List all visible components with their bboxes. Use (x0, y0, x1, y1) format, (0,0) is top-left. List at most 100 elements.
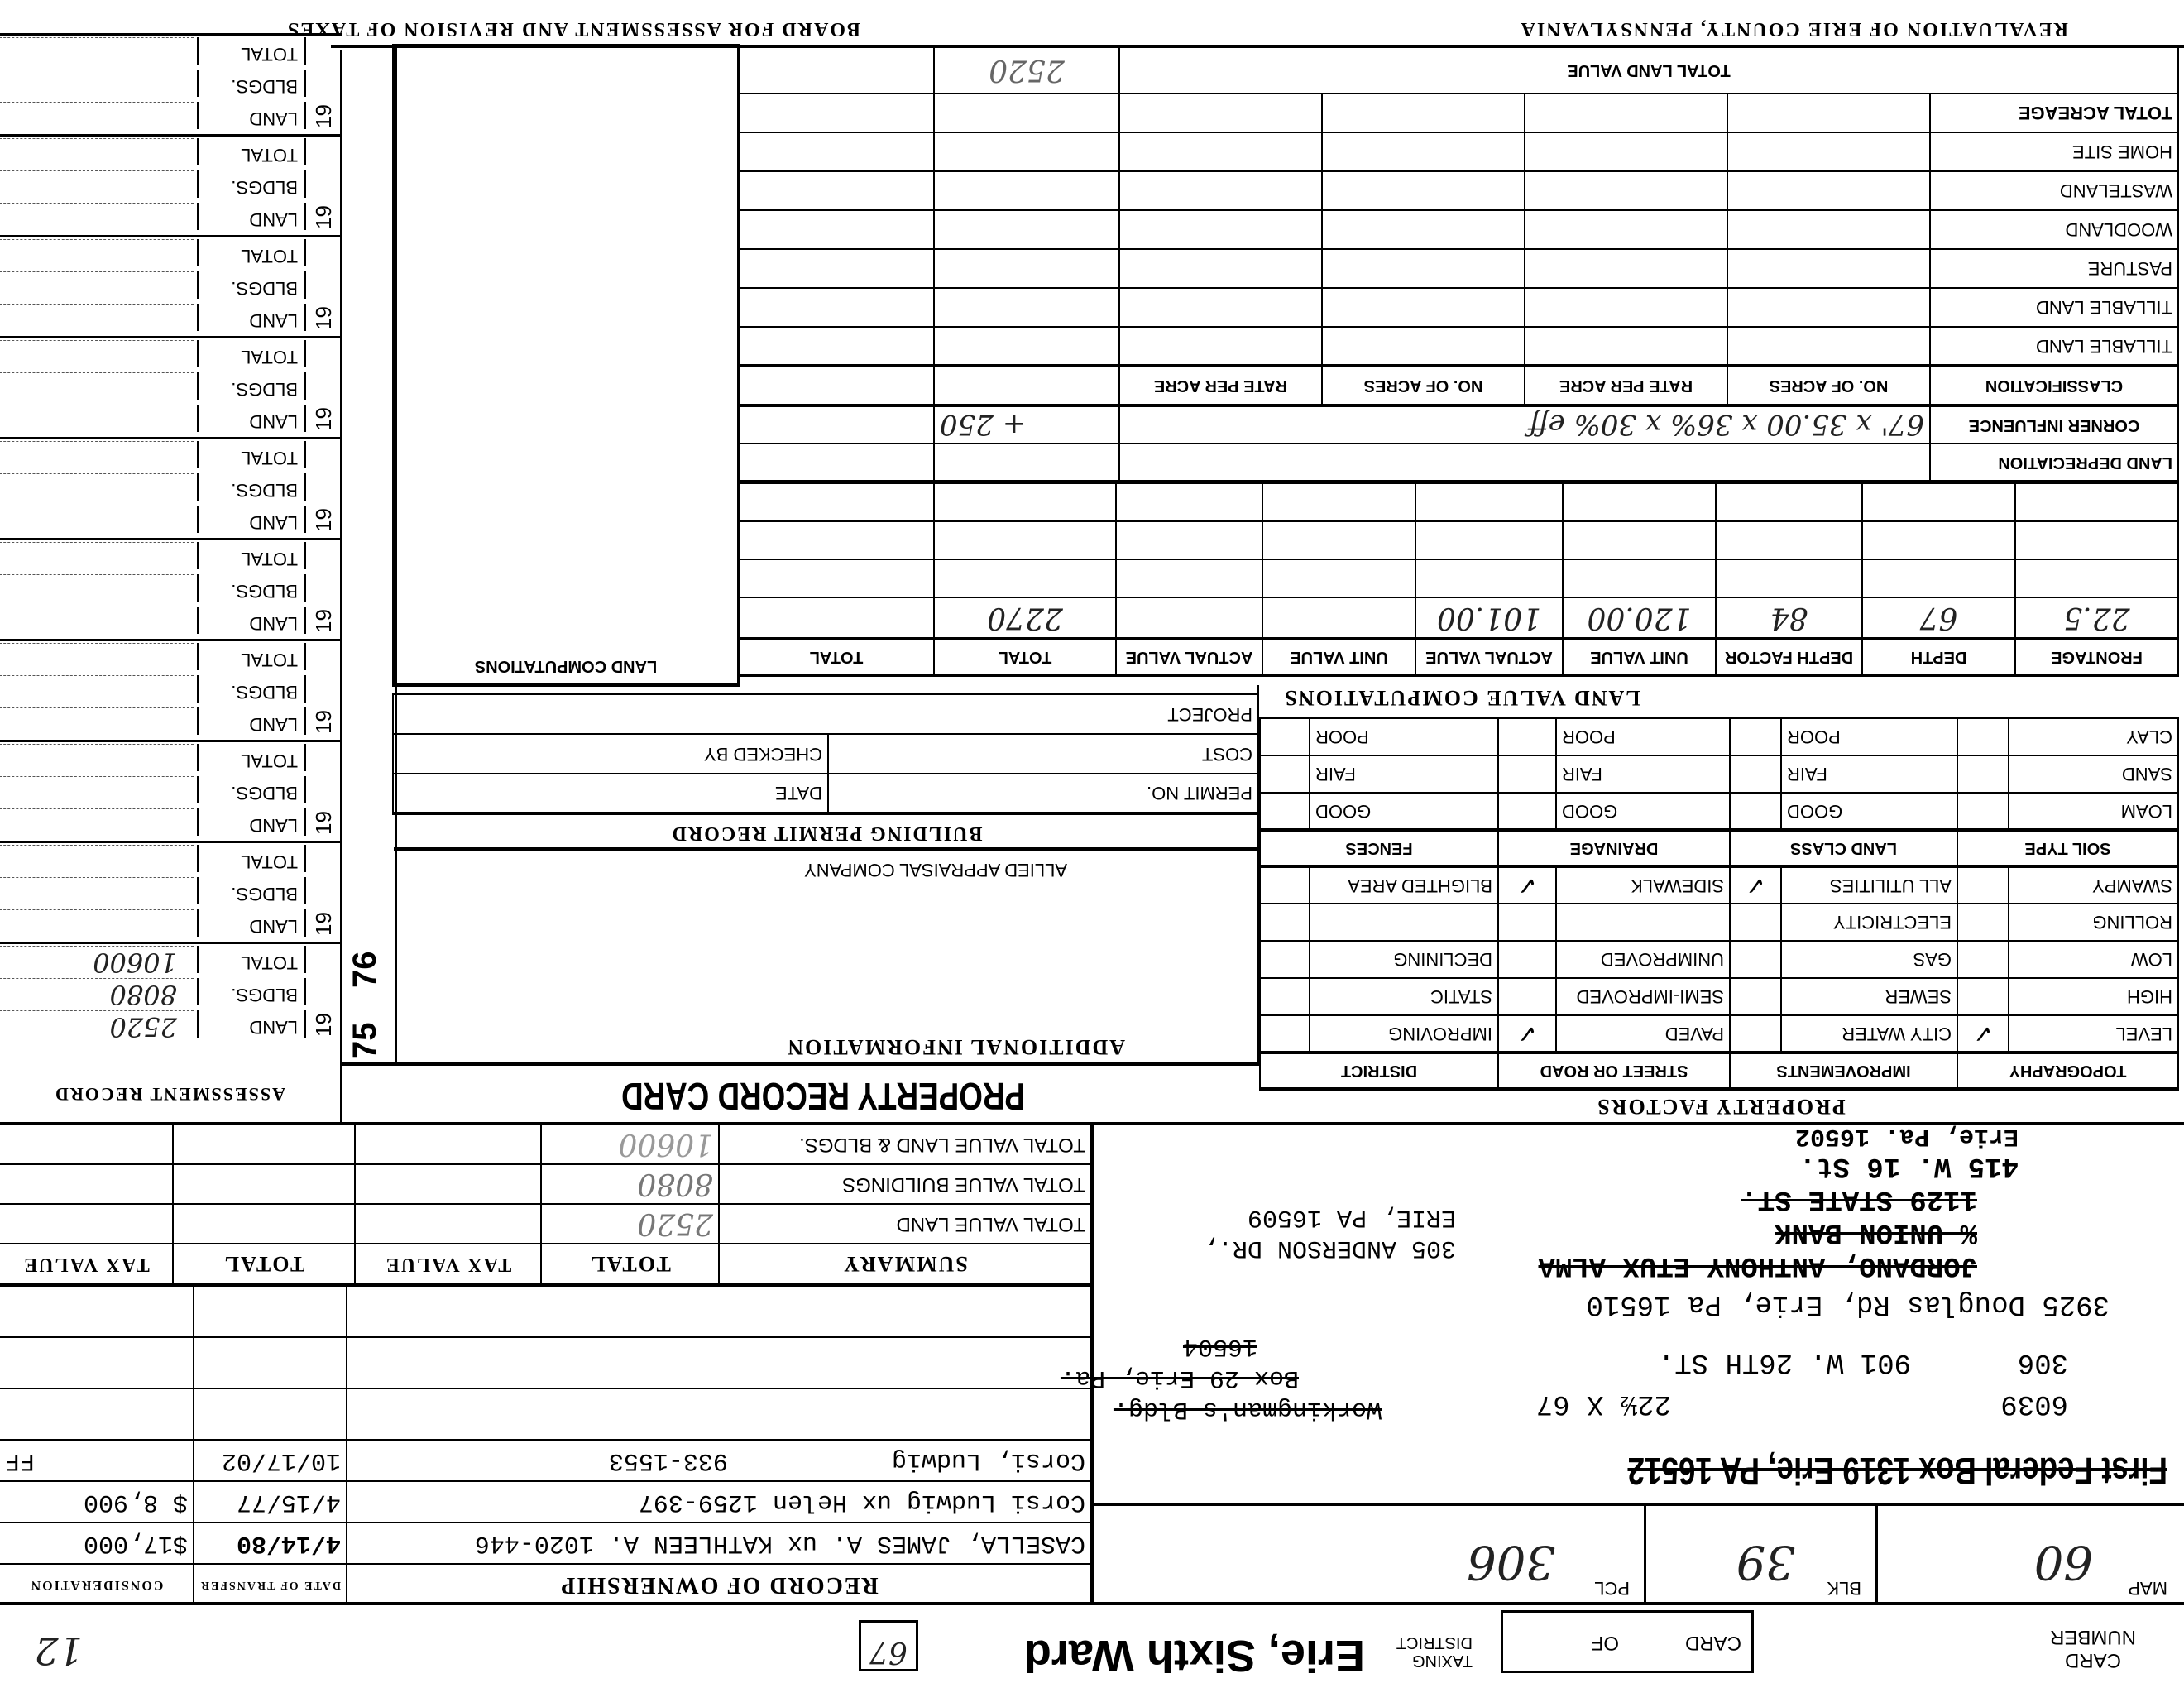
classification-label: TILLABLE LAND (1930, 288, 2178, 327)
land-depreciation-label: LAND DEPRECIATION (1930, 444, 2178, 482)
pcl-label: PCL (1594, 1578, 1630, 1599)
soil-checkbox[interactable] (1260, 793, 1310, 830)
soil-checkbox[interactable] (1498, 718, 1556, 755)
factor-checkbox[interactable] (1730, 978, 1781, 1015)
land-computations-box: LAND COMPUTATIONS (392, 44, 740, 687)
year-prefix: 19 (311, 609, 337, 633)
owner-address: 3925 Douglas Rd, Erie, Pa 16510 (1586, 1288, 2110, 1320)
soil-checkbox[interactable] (1730, 718, 1781, 755)
soil-header: DRAINAGE (1498, 830, 1730, 866)
assessment-total-label: TOTAL (197, 643, 306, 670)
soil-checkbox[interactable] (1498, 755, 1556, 793)
soil-checkbox[interactable] (1957, 793, 2009, 830)
assessment-bldgs-value: 8080 (0, 978, 194, 1010)
consideration: $ 8,900 (0, 1481, 194, 1523)
factor-checkbox[interactable] (1730, 941, 1781, 978)
classification-row: WOODLAND (739, 210, 2178, 249)
factor-checkbox[interactable] (1498, 941, 1556, 978)
factor-checkbox[interactable]: ✓ (1730, 866, 1781, 904)
land-value-cell: 67 (1862, 597, 2015, 639)
assessment-land-value (0, 102, 194, 134)
factor-checkbox[interactable] (1498, 978, 1556, 1015)
factor-checkbox[interactable] (1730, 1015, 1781, 1053)
factor-label: GAS (1781, 941, 1957, 978)
owner-name: Corsi, Ludwig 933-1553 (347, 1440, 1091, 1481)
factor-checkbox[interactable] (1260, 978, 1310, 1015)
year-prefix: 19 (311, 306, 337, 330)
assessment-year-block: 19 LAND BLDGS. TOTAL (0, 740, 342, 841)
classification-label: PASTURE (1930, 249, 2178, 288)
assessment-record: 19 LAND 2520 BLDGS. 8080 TOTAL 10600 19 LAND BLDG… (0, 33, 342, 1043)
soil-checkbox[interactable] (1260, 755, 1310, 793)
factor-checkbox[interactable] (1957, 866, 2009, 904)
stamp-years: 75 76 (346, 950, 384, 1060)
factor-label: ROLLING (2009, 904, 2178, 941)
assessment-land-label: LAND (197, 607, 306, 634)
land-value-cell: 2270 (934, 597, 1116, 639)
factor-row: LEVEL ✓ CITY WATER PAVED ✓ IMPROVING (1260, 1015, 2178, 1053)
soil-checkbox[interactable] (1498, 793, 1556, 830)
soil-checkbox[interactable] (1730, 755, 1781, 793)
assessment-land-value: 2520 (0, 1010, 194, 1043)
soil-checkbox[interactable] (1730, 793, 1781, 830)
classification-row: TOTAL ACREAGE (739, 94, 2178, 132)
summary-label: TOTAL VALUE LAND & BLDGS. (719, 1125, 1091, 1164)
factor-checkbox[interactable] (1957, 978, 2009, 1015)
factor-label: PAVED (1556, 1015, 1730, 1053)
stamp-year: 76 (347, 951, 383, 989)
mailing-address-line: ERIE, PA 16509 (1247, 1203, 1456, 1231)
assessment-total-value (0, 845, 194, 877)
old-owner: JORDANO, ANTHONY ETUX ALMA (1538, 1249, 1978, 1281)
assessment-bldgs-label: BLDGS. (197, 170, 306, 198)
corner-number: 12 (34, 1628, 83, 1673)
land-value-header: DEPTH FACTOR (1716, 639, 1862, 675)
factor-checkbox[interactable]: ✓ (1498, 866, 1556, 904)
bank-address: First Federal Box 1319 Erie, PA 16512 (1627, 1450, 2167, 1493)
assessment-land-value (0, 909, 194, 942)
corner-influence-calc: 67' x 35.00 x 36% x 30% eff (1119, 405, 1930, 444)
assessment-land-value (0, 203, 194, 235)
factor-checkbox[interactable] (1260, 1015, 1310, 1053)
total-land-value: 2520 (934, 47, 1119, 94)
soil-header: FENCES (1260, 830, 1498, 866)
permit-cost-label: COST (828, 734, 1258, 774)
summary-label: TOTAL VALUE LAND (719, 1204, 1091, 1244)
assessment-land-value (0, 707, 194, 740)
assessment-bldgs-label: BLDGS. (197, 70, 306, 97)
assessment-land-label: LAND (197, 506, 306, 533)
factor-checkbox[interactable] (1957, 941, 2009, 978)
assessment-land-value (0, 607, 194, 639)
soil-label: POOR (1556, 718, 1730, 755)
soil-checkbox[interactable] (1957, 755, 2009, 793)
factor-checkbox[interactable]: ✓ (1498, 1015, 1556, 1053)
assessment-land-label: LAND (197, 808, 306, 836)
factor-checkbox[interactable] (1260, 904, 1310, 941)
assessment-land-value (0, 506, 194, 538)
factor-checkbox[interactable]: ✓ (1957, 1015, 2009, 1053)
assessment-bldgs-label: BLDGS. (197, 271, 306, 299)
factor-checkbox[interactable] (1260, 866, 1310, 904)
classification-row: TILLABLE LAND (739, 288, 2178, 327)
classification-label: WASTELAND (1930, 171, 2178, 210)
classification-label: TILLABLE LAND (1930, 327, 2178, 366)
factor-checkbox[interactable] (1260, 941, 1310, 978)
factor-label: BLIGHTED AREA (1310, 866, 1498, 904)
factor-label: DECLINING (1310, 941, 1498, 978)
classification-row: WASTELAND (739, 171, 2178, 210)
factor-checkbox[interactable] (1498, 904, 1556, 941)
assessment-bldgs-value (0, 877, 194, 909)
land-computations-label: LAND COMPUTATIONS (474, 657, 658, 675)
soil-checkbox[interactable] (1957, 718, 2009, 755)
soil-checkbox[interactable] (1260, 718, 1310, 755)
factor-checkbox[interactable] (1730, 904, 1781, 941)
factor-checkbox[interactable] (1957, 904, 2009, 941)
year-prefix: 19 (311, 1013, 337, 1037)
assessment-total-label: TOTAL (197, 744, 306, 771)
mailing-address-line: 305 ANDERSON DR., (1202, 1234, 1456, 1262)
map-label: MAP (2128, 1578, 2167, 1599)
assessment-bldgs-label: BLDGS. (197, 776, 306, 803)
soil-label: LOAM (2009, 793, 2178, 830)
assessment-bldgs-value (0, 574, 194, 607)
classification-label: HOME SITE (1930, 132, 2178, 171)
checked-by-label: CHECKED BY (393, 734, 828, 774)
